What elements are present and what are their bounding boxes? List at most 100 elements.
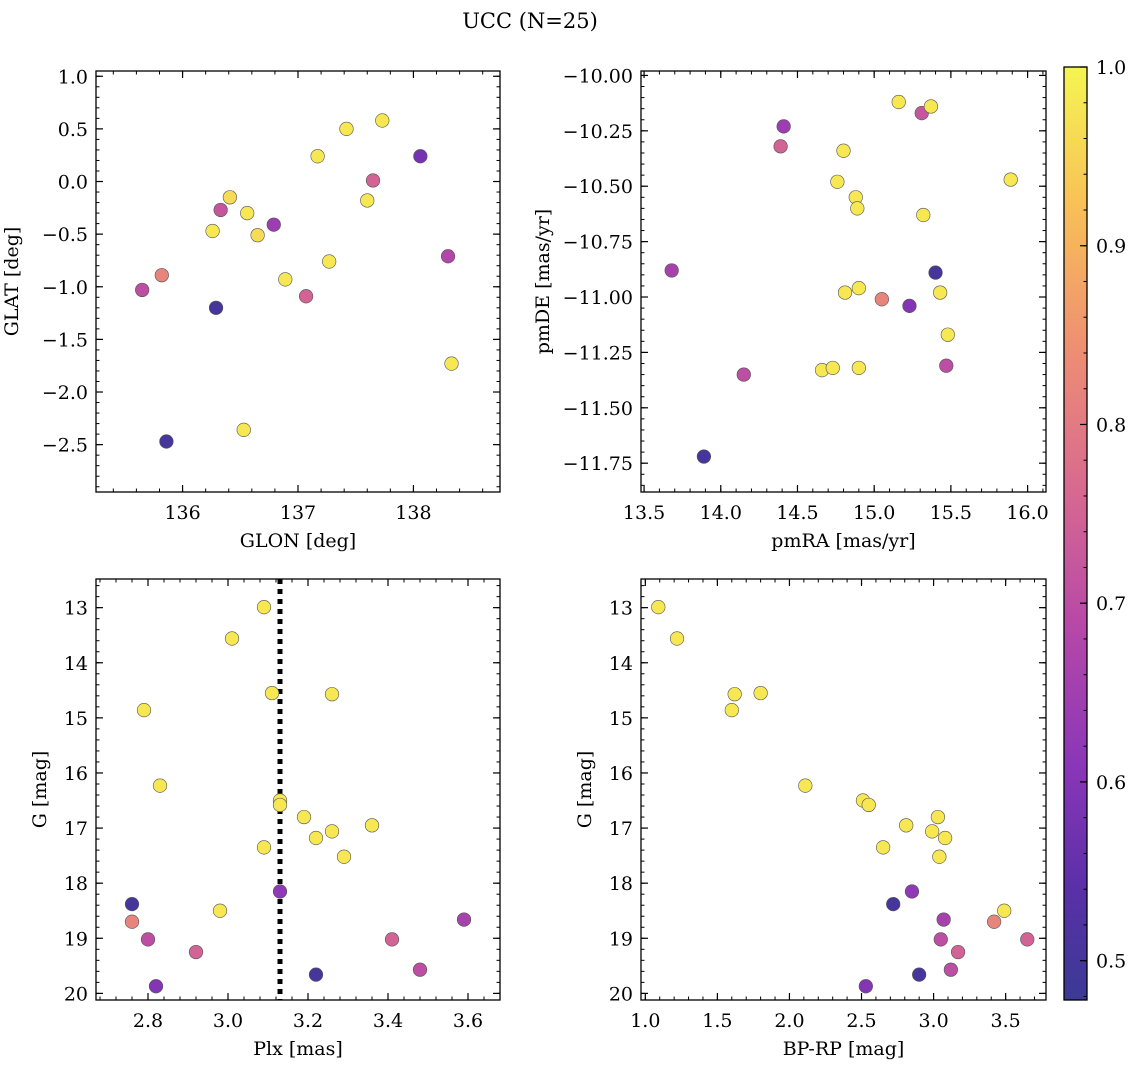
data-point [936,912,951,927]
colorbar-tick-label: 0.7 [1096,593,1126,615]
data-point [124,914,140,929]
colorbar-tick-label: 0.5 [1096,951,1126,973]
data-point [266,217,281,232]
data-point [222,190,237,205]
x-tick-label: 16.0 [1006,502,1048,524]
y-axis-label: pmDE [mas/yr] [532,209,554,354]
data-point [696,449,711,464]
x-tick-label: 15.0 [853,502,895,524]
data-point [308,967,324,982]
x-axis-label: GLON [deg] [240,530,356,552]
y-tick-label: −2.0 [42,382,88,404]
data-point [940,327,955,342]
x-tick-label: 1.0 [630,1010,660,1032]
data-point [412,962,428,977]
data-point [240,205,255,221]
x-tick-label: 138 [395,502,431,524]
y-tick-label: 15 [609,708,633,730]
data-point [904,884,920,899]
y-tick-label: 0.0 [58,172,88,194]
data-point [950,944,966,960]
data-point [851,360,866,376]
y-tick-label: −10.00 [563,65,633,87]
x-tick-label: 2.0 [774,1010,804,1032]
data-point [152,778,168,793]
colorbar-gradient [1063,66,1088,1001]
data-point [296,809,312,825]
data-point [930,809,946,825]
data-point [364,818,380,833]
x-tick-label: 3.0 [213,1010,243,1032]
y-tick-label: 13 [64,598,88,620]
data-point [188,944,204,960]
y-tick-label: −0.5 [42,224,88,246]
data-point [212,903,228,918]
data-point [339,121,354,136]
data-point [727,687,742,702]
colorbar: 0.5 0.6 0.7 0.8 0.9 1.0 [1063,57,1126,1001]
data-point [140,932,156,947]
y-tick-label: 0.5 [58,119,88,141]
data-point [891,94,906,110]
data-point [836,143,851,158]
data-point [148,979,164,994]
data-point [324,824,340,839]
data-point [874,292,889,307]
colorbar-tick-label: 0.9 [1096,236,1126,258]
data-point [851,281,866,296]
data-point [440,249,456,264]
data-point [444,356,459,371]
data-point [664,263,679,278]
data-point [858,979,873,994]
panel-pmra-pmde: 13.5 14.0 14.5 15.0 15.5 16.0 −10.00 −10.25 −10.… [532,65,1049,552]
y-tick-label: −1.0 [42,277,88,299]
x-tick-label: 3.5 [991,1010,1021,1032]
y-tick-label: −1.5 [42,329,88,351]
data-point [278,272,293,287]
y-tick-label: 18 [64,873,88,895]
data-point [124,897,140,912]
y-tick-label: −10.25 [563,121,633,143]
x-tick-label: 2.5 [846,1010,876,1032]
data-point [798,778,813,793]
colorbar-tick-label: 0.6 [1096,772,1126,794]
data-point [736,367,751,382]
data-point [1020,932,1035,947]
x-axis-label: pmRA [mas/yr] [771,530,915,552]
data-point [987,914,1002,929]
data-point [298,289,314,304]
y-tick-label: 19 [609,928,633,950]
data-point [236,422,251,438]
y-tick-label: −11.00 [563,287,633,309]
data-point [322,254,337,269]
data-point [928,265,943,280]
x-tick-label: 2.8 [133,1010,163,1032]
data-point [336,849,352,864]
data-point [375,113,390,128]
y-tick-label: 20 [64,983,88,1005]
data-point [724,703,739,718]
data-point [651,600,666,615]
data-point [250,228,265,243]
x-tick-label: 1.5 [702,1010,732,1032]
y-tick-label: 16 [609,763,633,785]
x-tick-label: 137 [280,502,316,524]
plot-frame [640,578,1047,1001]
y-tick-label: 16 [64,763,88,785]
y-tick-label: 17 [64,818,88,840]
data-point [154,268,169,283]
data-point [224,631,240,646]
data-point [902,298,917,313]
data-point [272,884,288,899]
x-axis-label: BP-RP [mag] [783,1038,905,1060]
y-axis-label: G [mag] [574,751,596,829]
data-point [256,600,272,615]
data-point [264,685,280,701]
figure-title: UCC (N=25) [462,9,598,33]
x-tick-label: 3.4 [373,1010,403,1032]
data-point [272,797,288,813]
data-point [830,174,845,189]
x-tick-label: 3.0 [918,1010,948,1032]
x-tick-label: 15.5 [930,502,972,524]
data-point [899,818,914,833]
